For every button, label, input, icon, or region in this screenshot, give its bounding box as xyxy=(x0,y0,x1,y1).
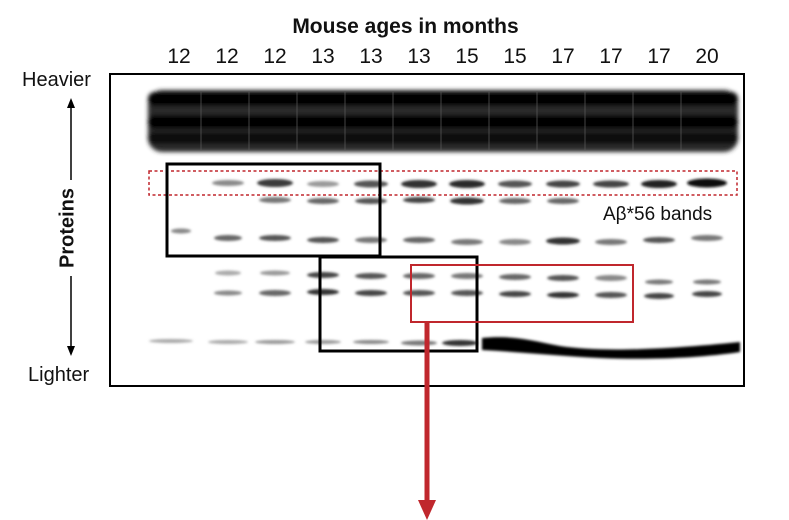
age-label: 13 xyxy=(311,45,335,68)
red-down-arrow-icon xyxy=(418,322,436,520)
lower-doublet-bands xyxy=(214,270,722,299)
age-label: 17 xyxy=(599,45,623,68)
bottom-dark-band xyxy=(482,337,740,359)
age-label: 13 xyxy=(407,45,431,68)
size-axis-arrow-icon xyxy=(67,98,75,356)
lane-separators xyxy=(200,92,682,150)
lighter-label: Lighter xyxy=(28,364,90,386)
ab56-band-row xyxy=(212,178,727,188)
age-label: 17 xyxy=(647,45,671,68)
age-label: 20 xyxy=(695,45,719,68)
heavy-bands xyxy=(148,90,738,152)
proteins-label: Proteins xyxy=(56,187,79,269)
figure-title: Mouse ages in months xyxy=(292,15,519,38)
black-box-upper xyxy=(165,162,382,258)
age-label: 15 xyxy=(503,45,527,68)
black-box-lower xyxy=(318,255,479,353)
heavier-label: Heavier xyxy=(22,69,91,91)
age-label: 17 xyxy=(551,45,575,68)
age-label: 12 xyxy=(167,45,191,68)
age-label: 15 xyxy=(455,45,479,68)
age-label: 12 xyxy=(215,45,239,68)
age-label: 12 xyxy=(263,45,287,68)
ab56-bands-label: Aβ*56 bands xyxy=(603,204,713,225)
ab56-dashed-box xyxy=(148,170,738,196)
red-box xyxy=(410,264,634,323)
age-label: 13 xyxy=(359,45,383,68)
